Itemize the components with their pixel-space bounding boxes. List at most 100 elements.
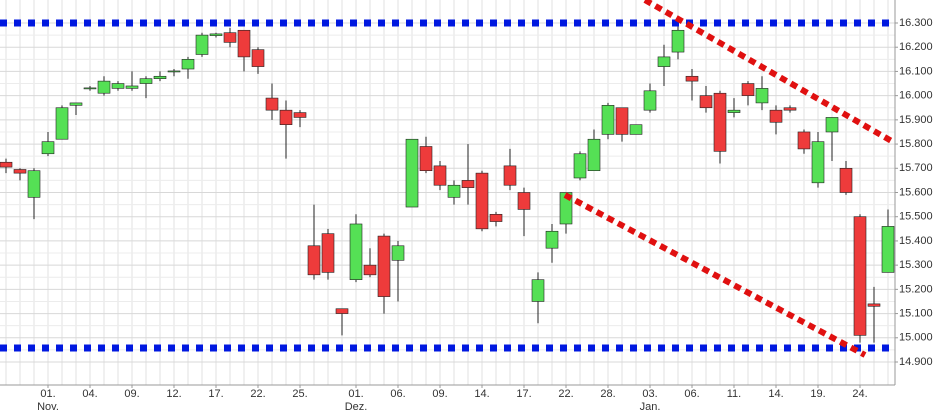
month-label: Jan. — [640, 401, 661, 413]
y-tick-label: 15.600 — [899, 186, 933, 198]
x-tick-label: 01. — [40, 388, 55, 400]
candle-body — [629, 124, 643, 135]
candle-body — [195, 34, 209, 55]
candle-body — [139, 78, 153, 84]
candle-body — [363, 264, 377, 276]
trend-line-lower — [563, 192, 867, 358]
candle-body — [69, 102, 83, 106]
candle-body — [741, 83, 755, 96]
candle-body — [825, 117, 839, 133]
candle-body — [377, 235, 391, 297]
candle-body — [545, 230, 559, 249]
x-tick-label: 11. — [727, 388, 741, 400]
grid — [0, 0, 895, 385]
candle-body — [209, 33, 223, 36]
candle-body — [587, 138, 601, 172]
candle-body — [349, 223, 363, 280]
candle-body — [517, 192, 531, 210]
candle-body — [321, 233, 335, 273]
x-tick-label: 06. — [390, 388, 405, 400]
candles — [0, 25, 895, 343]
annotations — [0, 0, 897, 358]
y-tick-label: 15.700 — [899, 162, 933, 174]
candle-body — [447, 184, 461, 198]
x-tick-label: 17. — [208, 388, 223, 400]
trend-line-upper — [643, 0, 897, 146]
candle-body — [783, 107, 797, 111]
candle-body — [671, 29, 685, 53]
candle-body — [853, 216, 867, 336]
y-tick-label: 15.800 — [899, 138, 933, 150]
candle-body — [839, 167, 853, 193]
candle-body — [27, 170, 41, 198]
y-tick-label: 15.500 — [899, 211, 933, 223]
candle-body — [601, 105, 615, 135]
x-tick-label: 06. — [684, 388, 699, 400]
candle-body — [237, 29, 251, 58]
x-tick-label: 03. — [642, 388, 657, 400]
x-tick-label: 09. — [124, 388, 139, 400]
x-tick-label: 12. — [166, 388, 181, 400]
candle-body — [685, 75, 699, 82]
candle-body — [265, 97, 279, 111]
candle-body — [727, 109, 741, 113]
candle-body — [153, 75, 167, 79]
candle-body — [419, 146, 433, 172]
candle-body — [797, 131, 811, 150]
candle-body — [181, 59, 195, 70]
y-tick-label: 15.000 — [899, 332, 933, 344]
candle-body — [0, 161, 13, 168]
candle-body — [489, 213, 503, 222]
x-tick-label: 24. — [852, 388, 867, 400]
candle-body — [811, 141, 825, 184]
candle-body — [251, 49, 265, 67]
x-tick-label: 22. — [250, 388, 265, 400]
candle-body — [769, 109, 783, 123]
candle-body — [713, 92, 727, 152]
candle-body — [433, 165, 447, 186]
candle-body — [531, 279, 545, 302]
candle-body — [55, 107, 69, 140]
x-tick-label: 14. — [768, 388, 783, 400]
month-label: Nov. — [37, 401, 59, 413]
x-tick-label: 09. — [432, 388, 447, 400]
y-tick-label: 14.900 — [899, 356, 933, 368]
y-tick-label: 16.200 — [899, 41, 933, 53]
candle-body — [755, 88, 769, 104]
x-tick-label: 17. — [516, 388, 531, 400]
candle-body — [97, 80, 111, 94]
candle-body — [867, 303, 881, 307]
x-tick-label: 19. — [810, 388, 825, 400]
candle-body — [279, 109, 293, 126]
candle-body — [335, 308, 349, 314]
x-tick-label: 22. — [558, 388, 573, 400]
x-tick-label: 04. — [82, 388, 97, 400]
y-tick-label: 15.100 — [899, 307, 933, 319]
candle-body — [125, 85, 139, 89]
candle-body — [405, 138, 419, 208]
y-tick-label: 16.100 — [899, 65, 933, 77]
month-label: Dez. — [345, 401, 368, 413]
candle-body — [881, 226, 895, 273]
y-tick-label: 16.300 — [899, 17, 933, 29]
y-tick-label: 15.200 — [899, 283, 933, 295]
candle-body — [503, 165, 517, 186]
candle-body — [41, 141, 55, 155]
candle-body — [111, 83, 125, 89]
candle-body — [643, 90, 657, 111]
candle-body — [13, 169, 27, 174]
y-tick-label: 15.400 — [899, 235, 933, 247]
x-tick-label: 28. — [600, 388, 615, 400]
candle-body — [657, 56, 671, 67]
x-tick-label: 14. — [474, 388, 489, 400]
candle-body — [699, 95, 713, 109]
candle-body — [391, 245, 405, 261]
candle-body — [293, 112, 307, 118]
candle-body — [615, 107, 629, 135]
x-tick-label: 25. — [292, 388, 307, 400]
candle-body — [167, 70, 181, 73]
candle-body — [223, 32, 237, 43]
x-tick-label: 01. — [348, 388, 363, 400]
